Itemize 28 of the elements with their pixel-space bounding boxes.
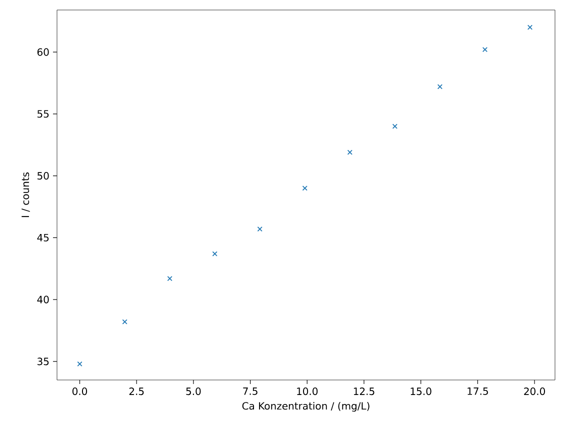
point — [77, 361, 82, 366]
y-tick-label: 45 — [37, 234, 49, 242]
point — [347, 150, 352, 155]
point — [212, 251, 218, 256]
y-axis-title: I / counts — [22, 172, 30, 218]
x-tick-label: 2.5 — [129, 388, 144, 396]
point — [302, 186, 308, 191]
point — [257, 226, 262, 232]
x-tick-label: 12.5 — [354, 388, 374, 396]
x-axis-title: Ca Konzentration / (mg/L) — [242, 402, 370, 412]
point — [437, 84, 443, 90]
x-tick-label: 17.5 — [468, 388, 488, 395]
x-tick-label: 5.0 — [186, 388, 201, 396]
x-tick-label: 15.0 — [410, 388, 432, 396]
y-tick-label: 60 — [37, 48, 49, 56]
x-tick-label: 7.5 — [243, 388, 258, 395]
point — [167, 276, 172, 282]
y-tick-label: 40 — [37, 296, 49, 304]
point — [527, 24, 533, 30]
x-tick-label: 10.0 — [297, 388, 318, 396]
x-tick-label: 20.0 — [524, 388, 546, 396]
point — [122, 319, 128, 324]
y-tick-label: 50 — [38, 172, 49, 180]
y-tick-label: 35 — [38, 358, 49, 366]
point — [392, 124, 398, 129]
point — [482, 47, 488, 52]
x-tick-label: 0.0 — [72, 388, 88, 396]
y-tick-label: 55 — [38, 110, 49, 118]
